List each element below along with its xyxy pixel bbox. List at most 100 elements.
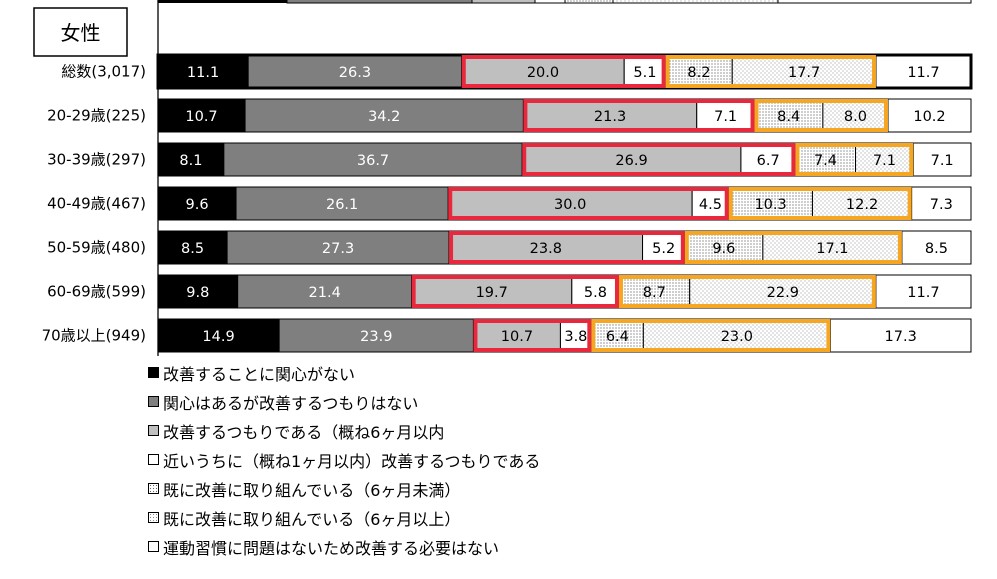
bar-segment — [740, 142, 796, 177]
legend-swatch — [148, 541, 159, 552]
category-label: 40-49歳(467) — [47, 195, 146, 213]
data-label: 8.0 — [844, 109, 867, 125]
legend-label: 関心はあるが改善するつもりはない — [163, 393, 419, 413]
data-label: 4.5 — [699, 197, 722, 213]
data-label: 17.3 — [885, 329, 917, 345]
chart-title: 女性 — [61, 21, 101, 45]
data-label: 23.0 — [721, 329, 753, 345]
data-label: 10.2 — [913, 109, 945, 125]
bar-segment — [235, 186, 449, 221]
highlight-box — [795, 143, 914, 176]
bar-segment — [411, 274, 573, 309]
data-label: 10.3 — [754, 197, 786, 213]
bar-segment — [244, 98, 524, 133]
data-label: 23.9 — [360, 329, 392, 345]
legend-label: 既に改善に取り組んでいる（6ヶ月以上） — [163, 509, 461, 529]
data-label: 11.7 — [907, 65, 939, 81]
data-label: 9.6 — [185, 197, 208, 213]
bar-segment — [829, 318, 972, 353]
data-label: 10.7 — [501, 329, 533, 345]
highlight-box — [684, 231, 902, 264]
data-label: 8.7 — [643, 285, 666, 301]
legend-swatch — [148, 483, 159, 494]
data-label: 26.3 — [339, 65, 371, 81]
bar-segment — [223, 142, 523, 177]
bar-segment — [912, 142, 972, 177]
data-label: 8.4 — [777, 109, 800, 125]
data-label: 7.1 — [873, 153, 896, 169]
legend-swatch — [148, 396, 159, 407]
highlight-box — [728, 187, 912, 220]
data-label: 7.3 — [930, 197, 953, 213]
legend-swatch — [148, 367, 159, 378]
legend-item: 既に改善に取り組んでいる（6ヶ月未満） — [148, 474, 540, 503]
data-label: 11.7 — [907, 285, 939, 301]
data-label: 21.3 — [594, 109, 626, 125]
bar-segment — [157, 318, 280, 353]
bar-segment — [157, 186, 237, 221]
data-label: 11.1 — [187, 65, 219, 81]
data-label: 5.8 — [584, 285, 607, 301]
bar-segment — [684, 230, 764, 265]
legend-label: 既に改善に取り組んでいる（6ヶ月未満） — [163, 480, 461, 500]
legend-item: 既に改善に取り組んでいる（6ヶ月以上） — [148, 503, 540, 532]
highlight-box — [618, 275, 876, 308]
data-label: 3.8 — [564, 329, 587, 345]
chart-title-box: 女性 — [33, 7, 128, 57]
bar-segment — [901, 230, 972, 265]
bar-segment — [157, 230, 228, 265]
legend-item: 近いうちに（概ね1ヶ月以内）改善するつもりである — [148, 445, 540, 474]
data-label: 20.0 — [527, 65, 559, 81]
bar-segment — [447, 186, 693, 221]
bar-segment — [887, 98, 972, 133]
data-label: 8.2 — [687, 65, 710, 81]
highlight-box — [665, 55, 876, 88]
data-label: 12.2 — [846, 197, 878, 213]
highlight-box — [461, 55, 666, 88]
data-label: 8.5 — [181, 241, 204, 257]
data-label: 27.3 — [322, 241, 354, 257]
data-label: 6.4 — [606, 329, 629, 345]
legend-swatch — [148, 454, 159, 465]
bar-segment — [472, 318, 561, 353]
highlight-box — [523, 99, 755, 132]
bar-segment — [911, 186, 972, 221]
category-label: 30-39歳(297) — [47, 151, 146, 169]
bar-segment — [875, 274, 972, 309]
bar-segment — [521, 142, 742, 177]
legend-label: 運動習慣に問題はないため改善する必要はない — [163, 538, 500, 558]
bar-segment — [522, 98, 698, 133]
data-label: 5.2 — [652, 241, 675, 257]
category-label: 70歳以上(949) — [42, 327, 146, 345]
highlight-box — [473, 319, 592, 352]
data-label: 8.1 — [179, 153, 202, 169]
legend-label: 改善することに関心がない — [163, 364, 356, 384]
highlight-box — [754, 99, 888, 132]
data-label: 7.1 — [931, 153, 954, 169]
legend-item: 改善することに関心がない — [148, 358, 540, 387]
bar-segment — [157, 98, 246, 133]
data-label: 22.9 — [767, 285, 799, 301]
data-label: 26.1 — [326, 197, 358, 213]
cut-off-previous-bar — [158, 0, 972, 4]
data-label: 9.8 — [186, 285, 209, 301]
bar-segment — [855, 142, 914, 177]
bar-segment — [559, 318, 592, 353]
bar-segment — [237, 274, 413, 309]
data-label: 21.4 — [309, 285, 341, 301]
data-label: 6.7 — [757, 153, 780, 169]
data-label: 14.9 — [202, 329, 234, 345]
data-label: 30.0 — [554, 197, 586, 213]
highlight-box — [448, 187, 729, 220]
legend-item: 関心はあるが改善するつもりはない — [148, 387, 540, 416]
legend-item: 運動習慣に問題はないため改善する必要はない — [148, 532, 540, 561]
data-label: 7.4 — [814, 153, 837, 169]
data-label: 36.7 — [357, 153, 389, 169]
bar-segment — [623, 54, 667, 89]
legend-swatch — [148, 512, 159, 523]
category-label: 20-29歳(225) — [47, 107, 146, 125]
data-label: 17.1 — [816, 241, 848, 257]
category-label: 50-59歳(480) — [47, 239, 146, 257]
legend-item: 改善するつもりである（概ね6ヶ月以内 — [148, 416, 540, 445]
highlight-box — [522, 143, 796, 176]
